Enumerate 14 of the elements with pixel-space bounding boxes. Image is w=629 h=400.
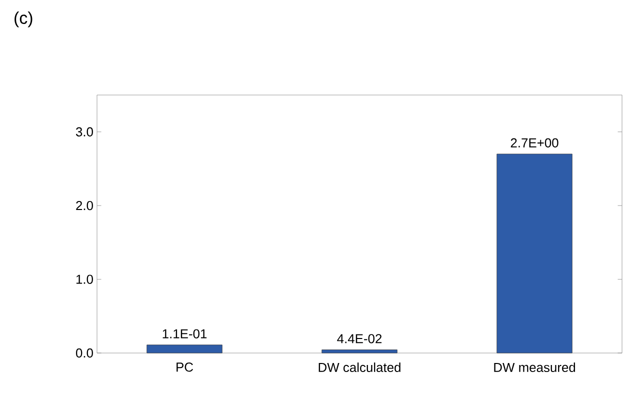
x-tick-label: DW measured (494, 362, 576, 372)
y-tick-label: 0.0 (76, 348, 93, 358)
bar (322, 350, 398, 354)
x-tick-label: PC (176, 362, 194, 372)
data-label: 2.7E+00 (510, 138, 558, 148)
y-tick-label: 2.0 (76, 200, 93, 210)
bar (146, 344, 222, 354)
y-tick-label: 3.0 (76, 127, 93, 136)
data-label: 1.1E-01 (162, 329, 207, 338)
chart-title: (c) (14, 12, 32, 28)
x-tick-label: DW calculated (318, 362, 400, 372)
data-label: 4.4E-02 (337, 334, 382, 344)
y-tick-label: 1.0 (76, 274, 93, 284)
bar (496, 154, 572, 354)
